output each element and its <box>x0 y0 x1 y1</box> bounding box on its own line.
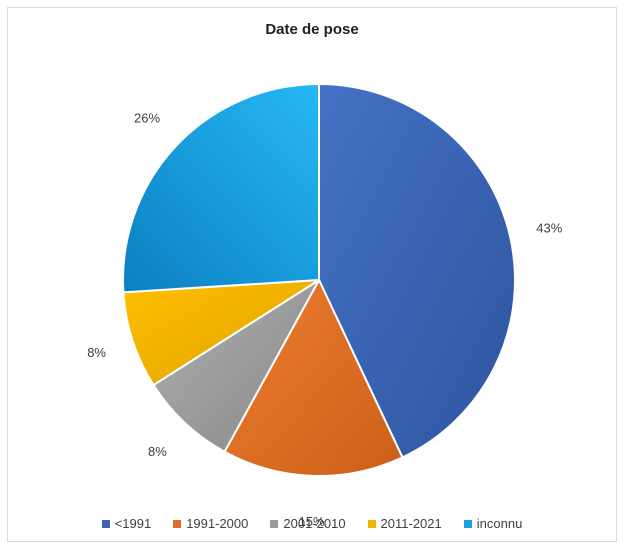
legend: <1991 1991-2000 2001-2010 2011-2021 inconnu <box>0 516 624 531</box>
legend-item-3: 2011-2021 <box>367 516 442 531</box>
legend-item-2: 2001-2010 <box>270 516 346 531</box>
legend-swatch-2 <box>270 519 279 528</box>
slice-label-3: 8% <box>87 345 106 360</box>
chart-title: Date de pose <box>265 21 359 38</box>
pie-slice-0 <box>318 82 516 459</box>
legend-swatch-4 <box>463 519 472 528</box>
legend-item-0: <1991 <box>101 516 152 531</box>
pie-slice-2 <box>152 279 320 454</box>
legend-swatch-0 <box>101 519 110 528</box>
legend-swatch-1 <box>173 519 182 528</box>
legend-item-4: inconnu <box>463 516 523 531</box>
slice-label-4: 26% <box>134 110 160 125</box>
pie-slice-4 <box>122 82 320 294</box>
legend-label-3: 2011-2021 <box>380 516 442 531</box>
slice-label-1: 15% <box>299 514 325 529</box>
legend-label-1: 1991-2000 <box>186 516 249 531</box>
legend-swatch-3 <box>367 519 376 528</box>
slice-label-2: 8% <box>148 444 167 459</box>
pie-slice-1 <box>223 277 404 477</box>
slice-label-0: 43% <box>536 221 562 236</box>
pie-slice-3 <box>122 279 320 387</box>
legend-label-2: 2001-2010 <box>283 516 346 531</box>
legend-label-4: inconnu <box>476 516 523 531</box>
legend-item-1: 1991-2000 <box>173 516 248 531</box>
legend-label-0: <1991 <box>114 516 152 531</box>
